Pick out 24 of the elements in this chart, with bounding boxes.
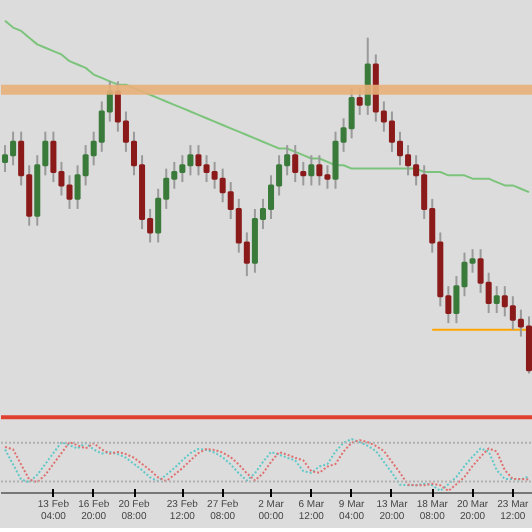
candlestick	[324, 164, 331, 190]
candlestick	[10, 130, 17, 167]
candlestick	[195, 144, 202, 177]
candlestick	[2, 144, 9, 173]
candlestick	[66, 174, 73, 210]
candlestick	[187, 144, 194, 177]
candlestick	[316, 154, 323, 187]
candlestick	[211, 160, 218, 190]
candlestick	[179, 154, 186, 184]
candlestick	[405, 144, 412, 177]
candlestick	[509, 295, 516, 331]
candlestick	[493, 285, 500, 315]
candlestick	[251, 207, 258, 274]
candlestick	[219, 167, 226, 204]
candlestick	[203, 154, 210, 184]
candlestick	[292, 144, 299, 184]
candlestick	[98, 100, 105, 153]
candlestick	[388, 110, 395, 153]
candlestick	[525, 315, 532, 375]
candlestick	[300, 160, 307, 187]
candlestick	[308, 154, 315, 187]
candlestick	[332, 130, 339, 190]
candlestick	[50, 130, 57, 184]
candlestick	[501, 285, 508, 318]
